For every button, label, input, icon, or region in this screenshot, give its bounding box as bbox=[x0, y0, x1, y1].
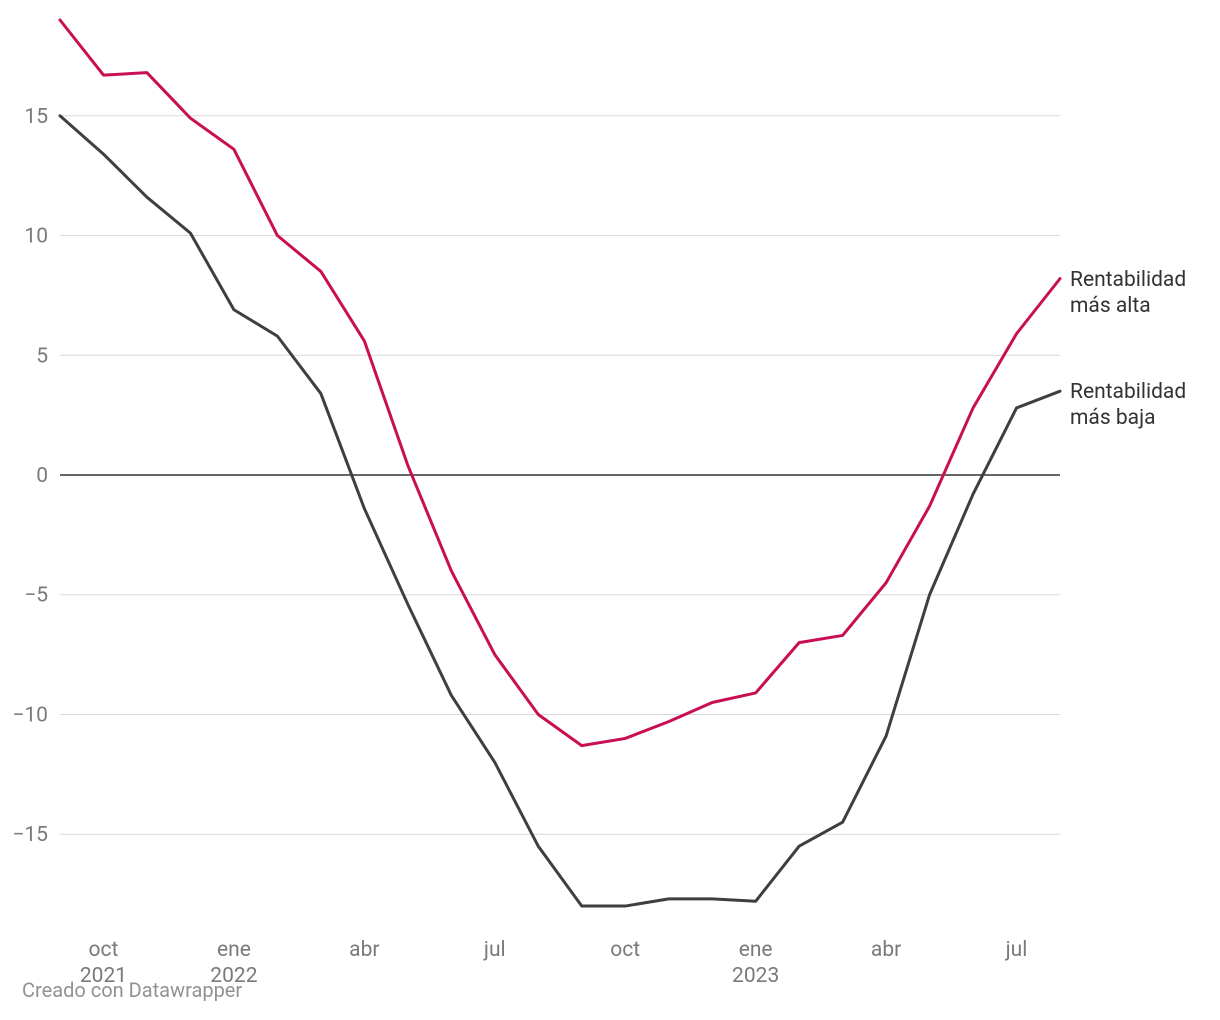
y-tick-label: 0 bbox=[36, 464, 48, 488]
y-tick-label: 10 bbox=[24, 225, 48, 249]
x-tick-label: oct bbox=[89, 938, 119, 962]
x-tick-label: ene bbox=[217, 938, 251, 962]
x-tick-label: abr bbox=[349, 938, 379, 962]
y-tick-label: 5 bbox=[36, 344, 48, 368]
x-tick-label: jul bbox=[1005, 938, 1028, 962]
y-tick-label: 15 bbox=[24, 105, 48, 129]
x-tick-label: jul bbox=[483, 938, 506, 962]
series-label-baja: Rentabilidadmás baja bbox=[1070, 379, 1186, 432]
x-tick-label: abr bbox=[871, 938, 901, 962]
line-chart: −15−10−5051015oct2021ene2022abrjuloctene… bbox=[0, 0, 1220, 1020]
x-tick-year: 2023 bbox=[732, 964, 779, 988]
chart-svg: −15−10−5051015oct2021ene2022abrjuloctene… bbox=[0, 0, 1220, 1020]
y-tick-label: −15 bbox=[12, 823, 48, 847]
chart-credit: Creado con Datawrapper bbox=[22, 978, 242, 1002]
y-tick-label: −5 bbox=[24, 584, 48, 608]
x-tick-label: ene bbox=[739, 938, 773, 962]
x-tick-label: oct bbox=[610, 938, 640, 962]
series-label-alta: Rentabilidadmás alta bbox=[1070, 267, 1186, 320]
y-tick-label: −10 bbox=[12, 703, 48, 727]
